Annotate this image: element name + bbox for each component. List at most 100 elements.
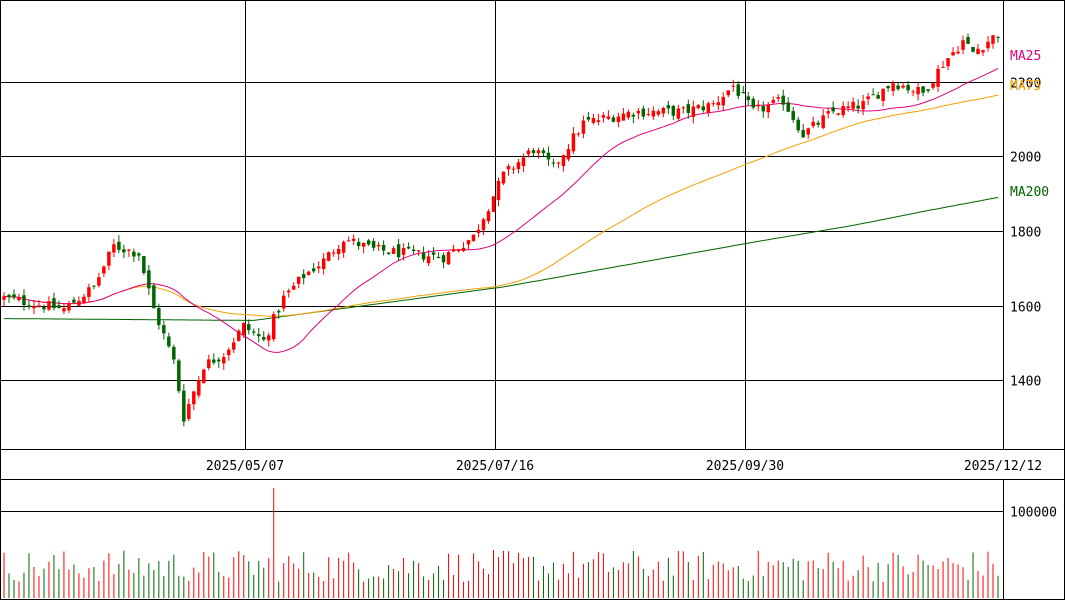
candle-body xyxy=(716,102,721,106)
candle-body xyxy=(856,105,860,109)
candle-body xyxy=(291,285,296,290)
candle-body xyxy=(147,270,151,289)
candle-body xyxy=(296,276,301,284)
candle-body xyxy=(946,58,950,67)
y-tick-label: 1600 xyxy=(1010,301,1041,316)
candle-body xyxy=(436,257,441,259)
candle-body xyxy=(566,149,571,160)
candle-body xyxy=(476,229,481,233)
candle-body xyxy=(811,121,815,127)
candle-body xyxy=(396,244,401,258)
ma200-line xyxy=(4,197,999,321)
candle-body xyxy=(401,248,406,255)
candle-body xyxy=(886,86,890,89)
volume-tick-label: 100000 xyxy=(1010,506,1057,521)
candle-body xyxy=(551,162,556,164)
candle-body xyxy=(266,335,271,341)
candle-body xyxy=(746,96,751,101)
candle-body xyxy=(331,252,336,254)
candle-body xyxy=(781,95,785,105)
candle-body xyxy=(376,245,381,247)
candle-body xyxy=(227,349,231,356)
candle-body xyxy=(371,240,376,248)
y-tick-label: 1400 xyxy=(1010,375,1041,390)
candle-body xyxy=(431,252,436,255)
candle-body xyxy=(526,150,531,155)
candle-body xyxy=(741,92,746,94)
candle-body xyxy=(726,90,731,96)
candle-body xyxy=(97,277,101,286)
candle-body xyxy=(941,67,945,69)
candle-body xyxy=(501,171,506,184)
candle-body xyxy=(671,105,676,116)
candle-body xyxy=(536,150,541,154)
ma200-label: MA200 xyxy=(1010,185,1049,200)
candle-body xyxy=(496,180,501,200)
candle-body xyxy=(162,325,166,334)
candle-body xyxy=(816,122,820,125)
candle-body xyxy=(421,253,426,260)
candle-body xyxy=(851,101,855,109)
candle-body xyxy=(12,294,16,298)
candle-body xyxy=(202,369,206,383)
candle-body xyxy=(341,241,346,253)
candle-body xyxy=(826,111,830,114)
candle-body xyxy=(936,68,940,87)
candle-body xyxy=(861,101,865,110)
candle-body xyxy=(177,360,181,391)
candle-body xyxy=(356,241,361,247)
candle-body xyxy=(197,379,201,396)
candle-body xyxy=(961,40,965,50)
volume-panel: 100000 xyxy=(0,480,1057,600)
candle-body xyxy=(511,168,516,170)
y-tick-label: 1800 xyxy=(1010,226,1041,241)
candle-body xyxy=(481,219,486,230)
candle-body xyxy=(791,111,795,120)
candle-body xyxy=(506,166,511,170)
candle-body xyxy=(996,36,1000,38)
candle-body xyxy=(217,359,221,362)
candle-body xyxy=(256,334,261,337)
candle-body xyxy=(326,252,331,261)
candle-body xyxy=(911,91,915,93)
candle-body xyxy=(391,248,396,254)
candle-body xyxy=(82,296,86,303)
candle-body xyxy=(336,248,341,254)
candle-body xyxy=(866,96,870,100)
candle-body xyxy=(676,108,681,119)
candle-body xyxy=(142,256,146,274)
candle-body xyxy=(591,118,596,123)
candle-body xyxy=(646,113,651,115)
candle-body xyxy=(381,244,386,251)
candle-body xyxy=(187,404,191,419)
candle-body xyxy=(102,266,106,274)
candle-body xyxy=(991,35,995,44)
candle-body xyxy=(456,249,461,252)
candle-body xyxy=(901,85,905,88)
candle-body xyxy=(561,155,566,167)
candle-body xyxy=(22,295,26,306)
candle-body xyxy=(706,103,711,113)
candle-body xyxy=(966,37,970,44)
candle-body xyxy=(252,331,256,333)
candle-body xyxy=(596,120,601,122)
candle-body xyxy=(321,258,326,270)
candle-body xyxy=(611,117,616,122)
candle-body xyxy=(67,303,71,311)
candle-body xyxy=(521,157,526,167)
candle-body xyxy=(881,88,885,101)
candle-body xyxy=(976,48,980,55)
candle-body xyxy=(581,120,586,134)
candle-body xyxy=(546,152,551,160)
candle-body xyxy=(276,310,281,313)
candle-body xyxy=(801,130,805,138)
candle-body xyxy=(207,359,211,368)
candle-body xyxy=(182,390,186,422)
candle-body xyxy=(242,323,246,335)
candle-body xyxy=(261,337,266,340)
candle-body xyxy=(157,308,161,326)
candle-body xyxy=(7,294,11,298)
x-tick-label: 2025/07/16 xyxy=(456,459,534,474)
candle-body xyxy=(586,117,591,120)
